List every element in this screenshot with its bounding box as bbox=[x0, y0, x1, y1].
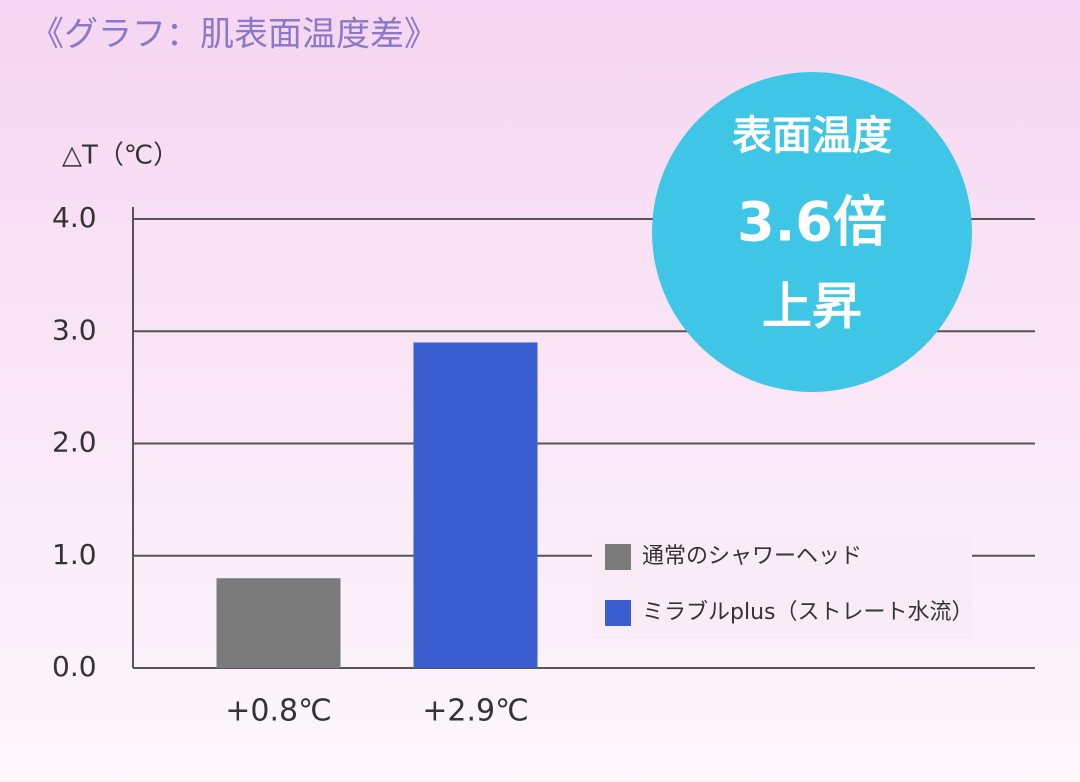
y-tick-label: 3.0 bbox=[52, 313, 97, 346]
y-tick-label: 1.0 bbox=[52, 538, 97, 571]
chart-title: 《グラフ：肌表面温度差》 bbox=[30, 15, 438, 55]
legend-swatch bbox=[605, 544, 631, 570]
annotation-circle bbox=[652, 72, 972, 392]
y-tick-label: 4.0 bbox=[52, 201, 97, 234]
legend-background bbox=[592, 535, 972, 639]
y-tick-label: 0.0 bbox=[52, 650, 97, 683]
bar bbox=[413, 342, 538, 668]
value-label: +0.8℃ bbox=[225, 694, 332, 729]
legend-label: 通常のシャワーヘッド bbox=[642, 544, 862, 569]
bar bbox=[216, 578, 341, 668]
value-label: +2.9℃ bbox=[422, 694, 529, 729]
legend-swatch bbox=[605, 600, 631, 626]
annotation-text: 上昇 bbox=[762, 278, 862, 336]
annotation-text: 3.6倍 bbox=[737, 191, 887, 254]
y-tick-label: 2.0 bbox=[52, 426, 97, 459]
annotation-text: 表面温度 bbox=[732, 113, 892, 159]
legend-label: ミラブルplus（ストレート水流） bbox=[642, 600, 973, 625]
y-axis-label: △T（℃） bbox=[62, 141, 179, 171]
